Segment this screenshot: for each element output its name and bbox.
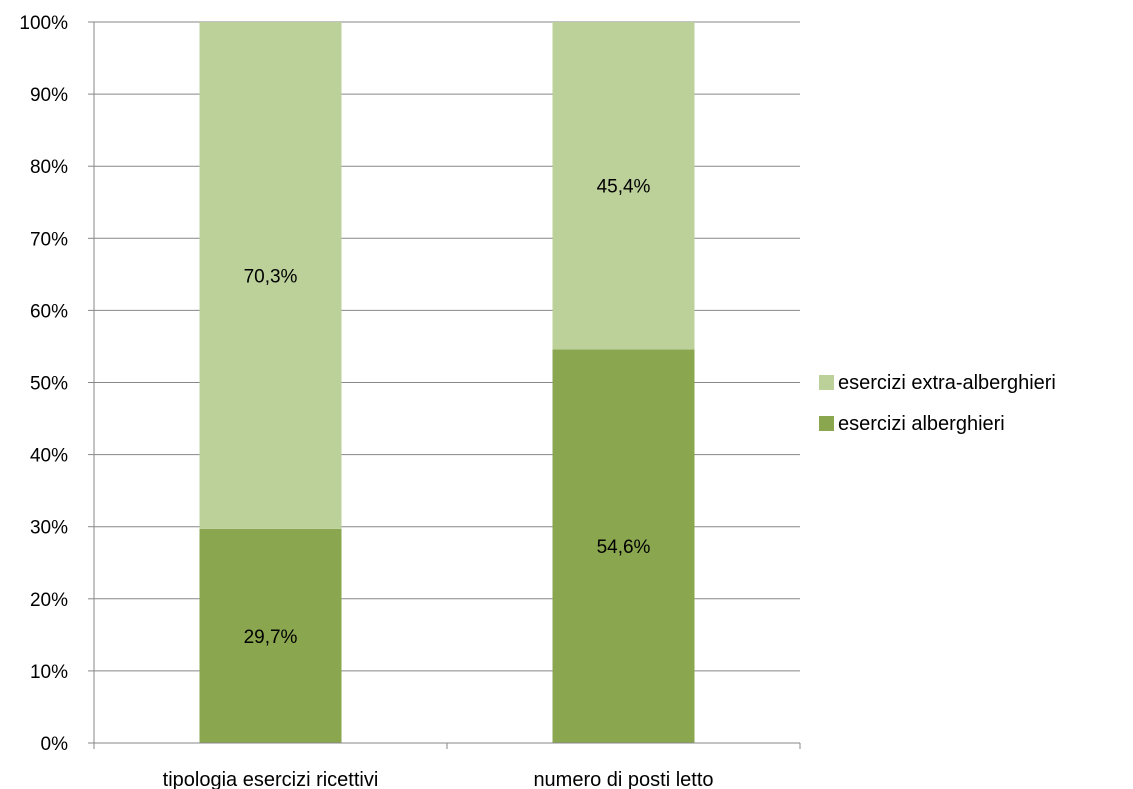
data-label: 70,3% <box>244 266 298 287</box>
category-labels: tipologia esercizi ricettivi numero di po… <box>163 769 714 789</box>
legend-label: esercizi alberghieri <box>838 413 1005 435</box>
legend-label: esercizi extra-alberghieri <box>838 372 1056 394</box>
y-tick-label: 60% <box>30 301 68 322</box>
axes <box>88 21 801 749</box>
bar-segment <box>199 22 342 529</box>
y-tick-label: 30% <box>30 518 68 539</box>
y-tick-label: 20% <box>30 590 68 611</box>
y-tick-label: 100% <box>19 13 68 34</box>
data-label: 54,6% <box>597 537 651 558</box>
y-tick-label: 90% <box>30 85 68 106</box>
bar-segment <box>199 528 342 743</box>
x-category-label: tipologia esercizi ricettivi <box>163 769 379 789</box>
y-tick-label: 80% <box>30 157 68 178</box>
x-category-label: numero di posti letto <box>533 769 713 789</box>
y-tick-label: 0% <box>41 734 69 755</box>
y-axis-tick-labels: 0% 10% 20% 30% 40% 50% 60% 70% 80% 90% 100% <box>19 13 68 755</box>
legend-swatch <box>819 416 834 431</box>
y-tick-label: 10% <box>30 662 68 683</box>
bars: 29,7% 70,3% 54,6% 45,4% <box>199 22 695 743</box>
y-tick-label: 70% <box>30 229 68 250</box>
y-tick-label: 40% <box>30 446 68 467</box>
legend-swatch <box>819 375 834 390</box>
bar-segment <box>552 22 695 350</box>
bar-segment <box>552 349 695 743</box>
y-tick-label: 50% <box>30 374 68 395</box>
legend: esercizi extra-alberghieri esercizi alber… <box>819 372 1056 435</box>
data-label: 45,4% <box>597 177 651 198</box>
data-label: 29,7% <box>244 627 298 648</box>
